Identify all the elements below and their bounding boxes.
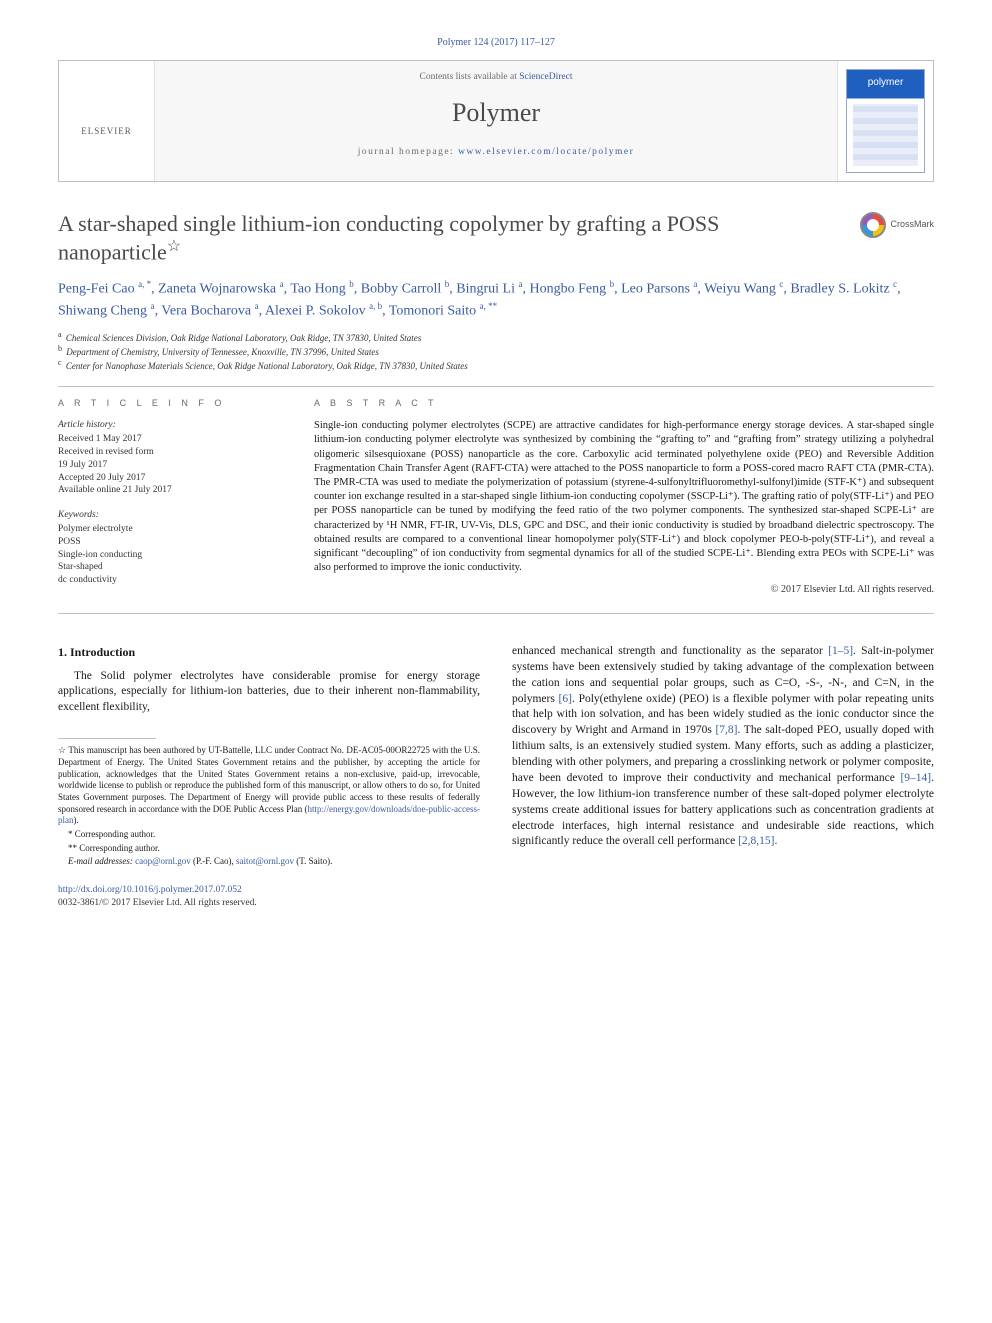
footnote-corr-2: ** Corresponding author. [58,843,480,855]
crossmark-label: CrossMark [890,219,934,230]
article-info-column: A R T I C L E I N F O Article history: R… [58,397,282,599]
ref-9-14[interactable]: [9–14] [900,772,931,784]
affiliation-c-text: Center for Nanophase Materials Science, … [66,361,468,371]
page: Polymer 124 (2017) 117–127 ELSEVIER Cont… [0,0,992,950]
journal-cover-thumbnail: polymer [846,69,925,173]
cover-art-placeholder [853,104,918,166]
affiliation-b: b Department of Chemistry, University of… [58,344,934,358]
crossmark-icon [860,212,886,238]
intro-right-f: . [774,835,777,847]
keyword-0: Polymer electrolyte [58,523,282,536]
affiliation-b-text: Department of Chemistry, University of T… [66,347,379,357]
article-history-label: Article history: [58,419,282,432]
email-cao-link[interactable]: caop@ornl.gov [135,856,191,866]
footnote-emails: E-mail addresses: caop@ornl.gov (P.-F. C… [58,856,480,868]
issn-copyright-line: 0032-3861/© 2017 Elsevier Ltd. All right… [58,897,480,910]
keyword-4: dc conductivity [58,574,282,587]
journal-homepage-line: journal homepage: www.elsevier.com/locat… [358,146,635,159]
footnote-corr-1: * Corresponding author. [58,829,480,841]
body-column-left: 1. Introduction The Solid polymer electr… [58,644,480,910]
cover-title: polymer [847,76,924,90]
ref-7-8[interactable]: [7,8] [715,724,737,736]
keywords-block: Keywords: Polymer electrolyte POSS Singl… [58,509,282,587]
journal-cover-block: polymer [837,61,933,181]
footnotes-block: ☆ This manuscript has been authored by U… [58,745,480,868]
ref-2-8-15[interactable]: [2,8,15] [738,835,774,847]
body-columns: 1. Introduction The Solid polymer electr… [58,644,934,910]
keyword-1: POSS [58,536,282,549]
publisher-wordmark: ELSEVIER [81,125,132,137]
keyword-2: Single-ion conducting [58,549,282,562]
abstract-heading: A B S T R A C T [314,397,934,409]
rule-below-abstract [58,613,934,614]
article-history-block: Article history: Received 1 May 2017 Rec… [58,419,282,497]
publisher-logo-block: ELSEVIER [59,61,155,181]
doi-link[interactable]: http://dx.doi.org/10.1016/j.polymer.2017… [58,885,242,895]
article-info-heading: A R T I C L E I N F O [58,397,282,409]
article-title: A star-shaped single lithium-ion conduct… [58,210,934,266]
intro-paragraph-left: The Solid polymer electrolytes have cons… [58,669,480,717]
intro-right-a: enhanced mechanical strength and functio… [512,645,828,657]
affiliations: a Chemical Sciences Division, Oak Ridge … [58,330,934,372]
homepage-prefix: journal homepage: [358,147,458,157]
contents-prefix: Contents lists available at [419,72,519,82]
affiliation-a: a Chemical Sciences Division, Oak Ridge … [58,330,934,344]
sciencedirect-link[interactable]: ScienceDirect [519,72,572,82]
history-received: Received 1 May 2017 [58,433,282,446]
footnote-manuscript: ☆ This manuscript has been authored by U… [58,745,480,827]
footnote-manuscript-tail: ). [74,815,79,825]
citation-line: Polymer 124 (2017) 117–127 [58,36,934,50]
article-title-text: A star-shaped single lithium-ion conduct… [58,211,719,265]
doi-block: http://dx.doi.org/10.1016/j.polymer.2017… [58,884,480,910]
contents-available-line: Contents lists available at ScienceDirec… [419,71,572,84]
history-revised-line1: Received in revised form [58,446,282,459]
title-footnote-star: ☆ [167,238,181,255]
journal-name: Polymer [452,95,540,130]
emails-label: E-mail addresses: [68,856,135,866]
history-accepted: Accepted 20 July 2017 [58,472,282,485]
email-saito-who: (T. Saito). [294,856,332,866]
rule-above-info [58,386,934,387]
intro-paragraph-right: enhanced mechanical strength and functio… [512,644,934,850]
ref-6[interactable]: [6] [559,693,572,705]
affiliation-c: c Center for Nanophase Materials Science… [58,358,934,372]
history-online: Available online 21 July 2017 [58,484,282,497]
body-column-right: enhanced mechanical strength and functio… [512,644,934,910]
email-saito-link[interactable]: saitot@ornl.gov [236,856,294,866]
affiliation-a-text: Chemical Sciences Division, Oak Ridge Na… [66,333,421,343]
abstract-text: Single-ion conducting polymer electrolyt… [314,419,934,575]
crossmark-badge[interactable]: CrossMark [860,212,934,238]
journal-homepage-link[interactable]: www.elsevier.com/locate/polymer [458,147,634,157]
masthead-center: Contents lists available at ScienceDirec… [155,61,837,181]
footnote-rule [58,738,156,739]
keywords-label: Keywords: [58,509,282,522]
author-list: Peng-Fei Cao a, *, Zaneta Wojnarowska a,… [58,278,934,322]
ref-1-5[interactable]: [1–5] [828,645,853,657]
abstract-copyright: © 2017 Elsevier Ltd. All rights reserved… [314,583,934,597]
history-revised-line2: 19 July 2017 [58,459,282,472]
email-cao-who: (P.-F. Cao), [191,856,236,866]
journal-masthead: ELSEVIER Contents lists available at Sci… [58,60,934,182]
section-1-heading: 1. Introduction [58,644,480,661]
abstract-column: A B S T R A C T Single-ion conducting po… [314,397,934,599]
info-abstract-row: A R T I C L E I N F O Article history: R… [58,397,934,599]
keyword-3: Star-shaped [58,561,282,574]
